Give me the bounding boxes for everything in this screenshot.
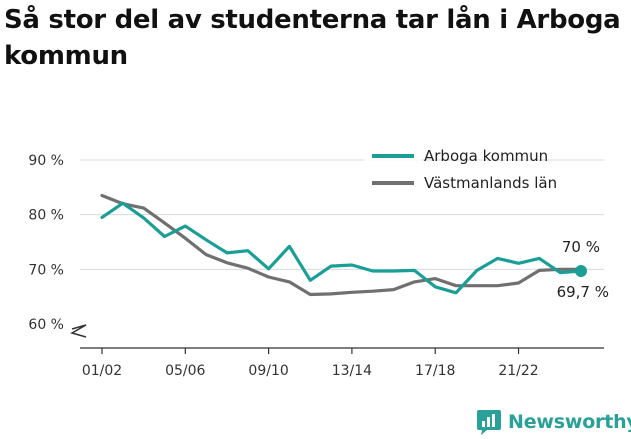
y-tick-label: 90 % [28, 153, 64, 169]
series-lines [100, 193, 587, 297]
y-tick-label: 70 % [28, 262, 64, 278]
brand-name: Newsworthy [508, 411, 631, 433]
y-tick-label: 60 % [28, 317, 64, 333]
end-labels: 70 % 69,7 % [557, 238, 609, 301]
legend-label: Arboga kommun [424, 147, 548, 165]
chart-title: Så stor del av studenterna tar lån i Arb… [4, 5, 621, 71]
x-tick-label: 01/02 [82, 363, 122, 379]
end-point-marker [575, 264, 587, 277]
x-tick-label: 13/14 [332, 363, 372, 379]
x-tick-label: 21/22 [498, 363, 538, 379]
series-line-v-stmanlands-l-n [100, 193, 583, 297]
x-tick-label: 05/06 [165, 363, 205, 379]
x-tick-label: 17/18 [415, 363, 455, 379]
axis-break-icon [70, 324, 87, 338]
y-axis-ticks: 60 % 70 % 80 % 90 % [28, 153, 87, 338]
newsworthy-logo-icon [477, 410, 501, 435]
legend-label: Västmanlands län [424, 174, 557, 192]
y-tick-label: 80 % [28, 208, 64, 224]
x-tick-label: 09/10 [248, 363, 288, 379]
brand-logo: Newsworthy [476, 406, 631, 438]
series-line-arboga-kommun [100, 201, 583, 295]
grid-lines [80, 159, 604, 270]
x-axis: 01/02 05/06 09/10 13/14 17/18 21/22 [80, 347, 604, 379]
legend: Arboga kommun Västmanlands län [364, 143, 557, 192]
end-label-vastmanland: 70 % [562, 238, 600, 256]
end-label-arboga: 69,7 % [557, 283, 609, 301]
